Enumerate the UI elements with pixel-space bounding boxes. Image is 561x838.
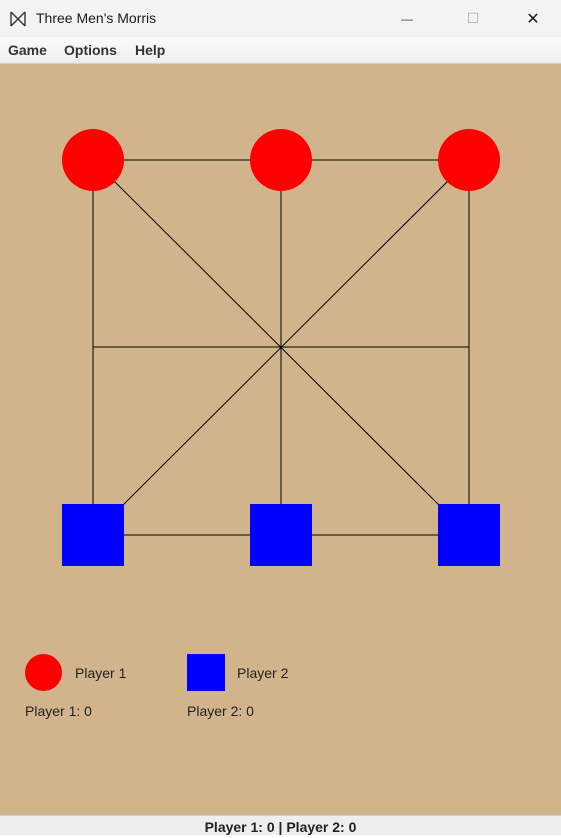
player2-piece-bottom-right[interactable] — [438, 504, 500, 566]
player1-piece-top-left[interactable] — [62, 129, 124, 191]
player1-label: Player 1 — [75, 665, 127, 681]
player1-token-icon — [25, 654, 62, 691]
menu-options[interactable]: Options — [64, 42, 117, 58]
app-icon — [10, 11, 26, 27]
player2-label: Player 2 — [237, 665, 289, 681]
close-button[interactable]: ✕ — [510, 0, 556, 37]
close-icon: ✕ — [526, 10, 540, 28]
maximize-icon: ☐ — [466, 10, 480, 26]
player2-token-icon — [187, 654, 225, 691]
minimize-button[interactable]: — — [384, 0, 430, 37]
game-board[interactable] — [0, 64, 561, 664]
board-line-diagonal-2 — [92, 159, 470, 536]
maximize-button[interactable]: ☐ — [450, 0, 496, 37]
player1-piece-top-right[interactable] — [438, 129, 500, 191]
menu-game[interactable]: Game — [8, 42, 47, 58]
status-bar: Player 1: 0 | Player 2: 0 — [0, 815, 561, 835]
board-lines — [92, 159, 470, 536]
player1-score: Player 1: 0 — [25, 703, 92, 719]
window-title: Three Men's Morris — [36, 10, 157, 26]
board-pieces — [62, 129, 500, 566]
title-bar[interactable]: Three Men's Morris — ☐ ✕ — [0, 0, 561, 37]
menu-help[interactable]: Help — [135, 42, 166, 58]
player2-piece-bottom-center[interactable] — [250, 504, 312, 566]
player2-score: Player 2: 0 — [187, 703, 254, 719]
player1-piece-top-center[interactable] — [250, 129, 312, 191]
menu-bar: Game Options Help — [0, 37, 561, 64]
player2-piece-bottom-left[interactable] — [62, 504, 124, 566]
minimize-icon: — — [401, 11, 413, 26]
